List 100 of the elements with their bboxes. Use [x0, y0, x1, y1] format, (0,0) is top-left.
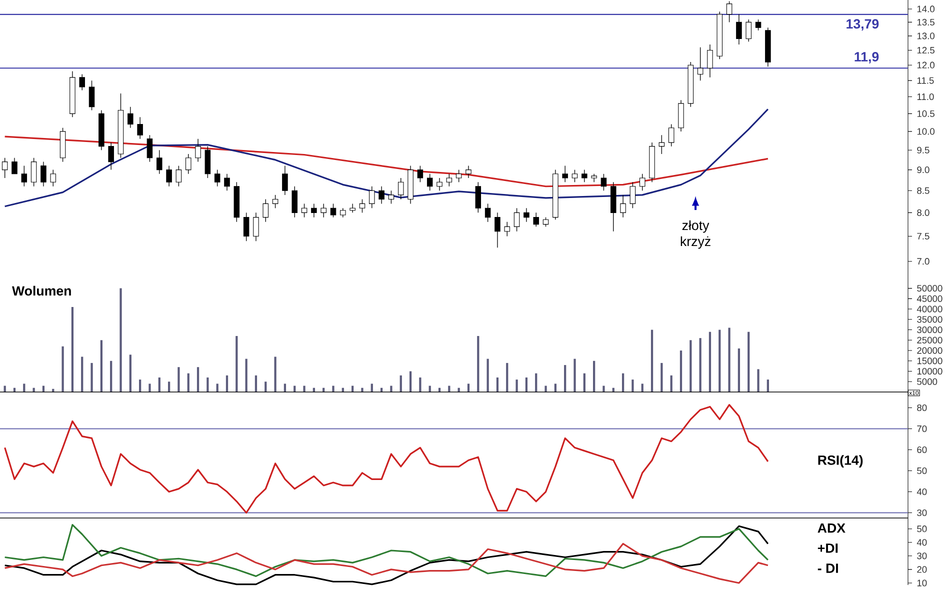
candlestick [726, 0, 732, 23]
candlestick [176, 165, 182, 187]
bar [757, 369, 760, 392]
bar [178, 367, 180, 392]
y-tick-label: 30000 [917, 326, 942, 334]
text: RSI(14) [818, 455, 863, 468]
bar [284, 384, 286, 392]
candlestick [620, 194, 626, 218]
candlestick [128, 106, 134, 128]
y-tick-label: 8.0 [917, 209, 930, 216]
bar [120, 288, 122, 392]
bar [23, 384, 26, 392]
y-tick-label: 50 [917, 467, 927, 474]
bar [216, 384, 218, 392]
y-tick-label: 9.5 [917, 146, 930, 154]
candlestick [21, 165, 28, 187]
bar [110, 360, 112, 392]
candlestick [697, 46, 704, 81]
candlestick [156, 150, 162, 174]
line-series [4, 108, 769, 208]
text: ADX [818, 523, 846, 533]
y-tick-label: 20 [917, 566, 927, 573]
bar [516, 380, 518, 392]
line-series [4, 525, 769, 586]
candlestick [2, 158, 8, 178]
y-tick-label: 14.0 [917, 6, 935, 12]
bar [766, 380, 769, 392]
candlestick [707, 44, 713, 78]
bar [670, 375, 672, 392]
candlestick [494, 212, 500, 248]
bar [622, 373, 624, 392]
y-tick-label: 8.5 [917, 187, 930, 194]
y-tick-label: 30 [917, 552, 927, 560]
candlestick [214, 169, 220, 187]
candlestick [524, 208, 530, 222]
bar [641, 384, 644, 392]
candlestick [146, 134, 153, 162]
y-tick-label: 60 [917, 446, 927, 454]
bar [168, 382, 170, 392]
bar [583, 373, 586, 392]
bar [361, 388, 364, 392]
y-tick-label: 7.5 [917, 232, 930, 240]
candlestick [436, 178, 442, 191]
y-tick-label: 9.0 [917, 166, 930, 174]
candlestick [582, 169, 588, 182]
y-tick-label: 40000 [916, 306, 942, 312]
candlestick [224, 174, 230, 191]
y-tick-label: 10.5 [917, 110, 934, 117]
candlestick [456, 169, 462, 182]
candlestick [572, 169, 578, 182]
bar [660, 362, 663, 392]
y-tick-label: 40 [916, 488, 927, 496]
chart-title: Wolumen [12, 286, 71, 296]
bar [390, 386, 392, 392]
candlestick [475, 182, 482, 214]
bar [593, 360, 596, 392]
candlestick [30, 158, 37, 187]
bar [158, 377, 160, 392]
candlestick [330, 203, 336, 218]
y-tick-label: 10000 [917, 368, 942, 375]
candlestick [320, 203, 326, 218]
text: - DI [818, 564, 838, 573]
bar [129, 354, 132, 392]
candlestick [79, 74, 85, 91]
bar [506, 362, 508, 392]
candlestick [40, 161, 46, 187]
bar [332, 386, 334, 392]
y-tick-label: 10.0 [917, 128, 935, 135]
y-tick-label: 25000 [917, 336, 942, 344]
candlestick [630, 182, 636, 209]
bar [496, 377, 499, 392]
bar [708, 332, 712, 392]
y-tick-label: 7.0 [917, 258, 930, 265]
candlestick [533, 212, 539, 228]
candlestick [350, 203, 356, 214]
candlestick [311, 203, 317, 218]
bar [477, 336, 480, 392]
bar [90, 362, 93, 392]
candlestick [542, 216, 549, 228]
candlestick [658, 134, 665, 154]
candlestick [484, 203, 491, 222]
bar [71, 306, 74, 392]
bar [718, 330, 721, 392]
candlestick [398, 178, 404, 200]
bar [699, 338, 702, 392]
bar [419, 377, 422, 392]
line-series [4, 136, 769, 188]
candlestick [253, 212, 259, 242]
y-tick-label: 70 [917, 425, 927, 432]
candlestick [426, 174, 433, 191]
candlestick [108, 142, 114, 170]
y-tick-label: 13.0 [917, 32, 935, 40]
candlestick [600, 174, 607, 191]
bar [574, 358, 576, 392]
y-tick-label: 20000 [917, 347, 942, 354]
bar [274, 356, 276, 392]
bar [602, 386, 605, 392]
candlestick [340, 208, 346, 218]
candlestick [562, 165, 568, 182]
y-tick-label: 11.5 [917, 77, 934, 84]
